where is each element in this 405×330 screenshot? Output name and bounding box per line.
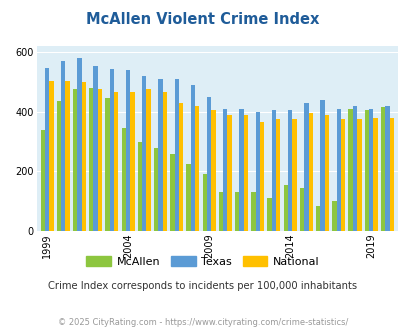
- Bar: [114, 92, 118, 231]
- Bar: [324, 115, 328, 231]
- Bar: [57, 101, 61, 231]
- Bar: [190, 85, 195, 231]
- Bar: [49, 81, 53, 231]
- Bar: [73, 89, 77, 231]
- Legend: McAllen, Texas, National: McAllen, Texas, National: [82, 251, 323, 271]
- Bar: [174, 79, 179, 231]
- Bar: [170, 153, 174, 231]
- Bar: [137, 142, 142, 231]
- Bar: [218, 192, 223, 231]
- Bar: [126, 70, 130, 231]
- Bar: [211, 110, 215, 231]
- Bar: [179, 103, 183, 231]
- Bar: [255, 112, 259, 231]
- Bar: [65, 81, 70, 231]
- Bar: [243, 115, 247, 231]
- Bar: [331, 201, 336, 231]
- Bar: [77, 58, 81, 231]
- Bar: [315, 206, 320, 231]
- Bar: [352, 106, 356, 231]
- Bar: [259, 122, 264, 231]
- Bar: [40, 130, 45, 231]
- Bar: [121, 128, 126, 231]
- Bar: [267, 198, 271, 231]
- Bar: [320, 100, 324, 231]
- Bar: [356, 119, 360, 231]
- Bar: [109, 69, 114, 231]
- Bar: [373, 118, 377, 231]
- Bar: [336, 109, 340, 231]
- Bar: [308, 113, 312, 231]
- Bar: [142, 76, 146, 231]
- Bar: [89, 88, 93, 231]
- Bar: [239, 109, 243, 231]
- Bar: [207, 97, 211, 231]
- Bar: [162, 92, 166, 231]
- Bar: [45, 68, 49, 231]
- Bar: [347, 109, 352, 231]
- Bar: [384, 106, 388, 231]
- Bar: [146, 89, 151, 231]
- Bar: [61, 61, 65, 231]
- Text: Crime Index corresponds to incidents per 100,000 inhabitants: Crime Index corresponds to incidents per…: [48, 281, 357, 291]
- Bar: [292, 119, 296, 231]
- Bar: [388, 118, 393, 231]
- Bar: [364, 110, 368, 231]
- Bar: [234, 192, 239, 231]
- Bar: [275, 119, 280, 231]
- Bar: [195, 106, 199, 231]
- Bar: [340, 119, 344, 231]
- Bar: [303, 103, 308, 231]
- Bar: [130, 92, 134, 231]
- Bar: [93, 66, 98, 231]
- Bar: [287, 110, 292, 231]
- Bar: [105, 98, 109, 231]
- Bar: [251, 192, 255, 231]
- Bar: [202, 174, 207, 231]
- Bar: [368, 109, 373, 231]
- Bar: [186, 164, 190, 231]
- Bar: [271, 110, 275, 231]
- Text: © 2025 CityRating.com - https://www.cityrating.com/crime-statistics/: © 2025 CityRating.com - https://www.city…: [58, 318, 347, 327]
- Bar: [227, 115, 231, 231]
- Bar: [299, 188, 303, 231]
- Bar: [223, 109, 227, 231]
- Bar: [158, 79, 162, 231]
- Bar: [81, 82, 86, 231]
- Bar: [380, 107, 384, 231]
- Text: McAllen Violent Crime Index: McAllen Violent Crime Index: [86, 12, 319, 26]
- Bar: [153, 148, 158, 231]
- Bar: [283, 185, 287, 231]
- Bar: [98, 89, 102, 231]
